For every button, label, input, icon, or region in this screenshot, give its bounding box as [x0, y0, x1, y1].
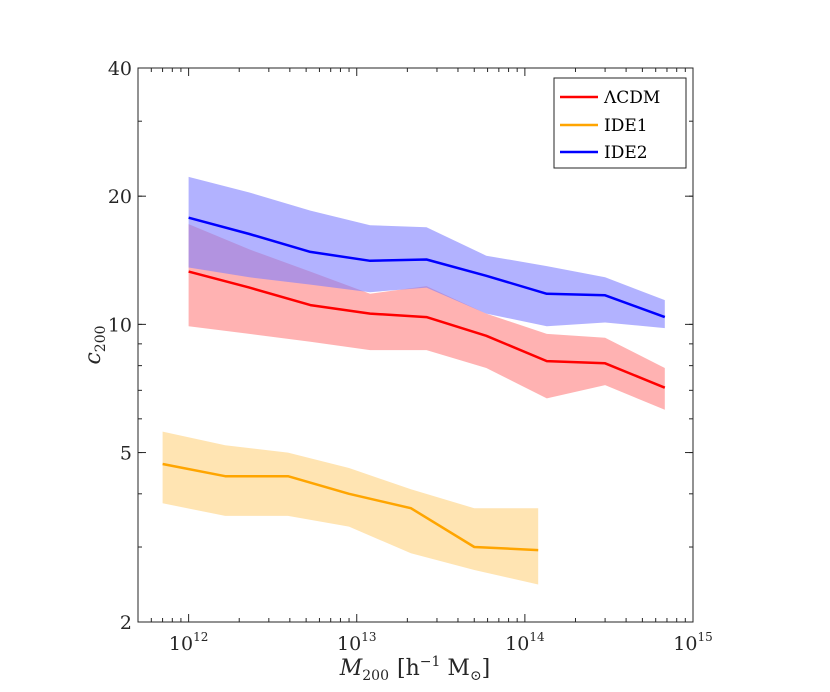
y-tick-label: 2	[120, 612, 132, 634]
x-tick-label: 1015	[673, 630, 712, 655]
series-lines	[162, 216, 666, 552]
band-ide2	[188, 176, 665, 329]
confidence-bands	[162, 176, 665, 585]
x-tick-label: 1013	[337, 630, 376, 655]
y-tick-label: 10	[108, 314, 132, 336]
legend: ΛCDM IDE1 IDE2	[553, 77, 687, 169]
line-ide1	[162, 462, 539, 552]
x-tick-label: 1014	[505, 630, 545, 655]
y-tick-label: 20	[108, 186, 132, 208]
y-axis-label: c200	[81, 325, 109, 364]
line-ide2	[188, 216, 666, 319]
legend-label-ide1: IDE1	[604, 116, 648, 136]
y-tick-label: 5	[120, 443, 132, 465]
axis-tick-labels: 1012 1013 1014 1015 2 5 10 20 40	[108, 58, 713, 655]
plot-area-box	[137, 67, 694, 623]
band-ide1	[162, 431, 539, 585]
x-tick-label: 1012	[169, 630, 208, 655]
legend-label-ide2: IDE2	[604, 143, 648, 163]
x-axis-label: M200 [h−1 M⊙]	[339, 654, 491, 684]
axis-ticks	[137, 67, 694, 623]
legend-label-lcdm: ΛCDM	[603, 88, 660, 108]
line-cdm	[188, 270, 666, 389]
y-tick-label: 40	[108, 58, 132, 80]
